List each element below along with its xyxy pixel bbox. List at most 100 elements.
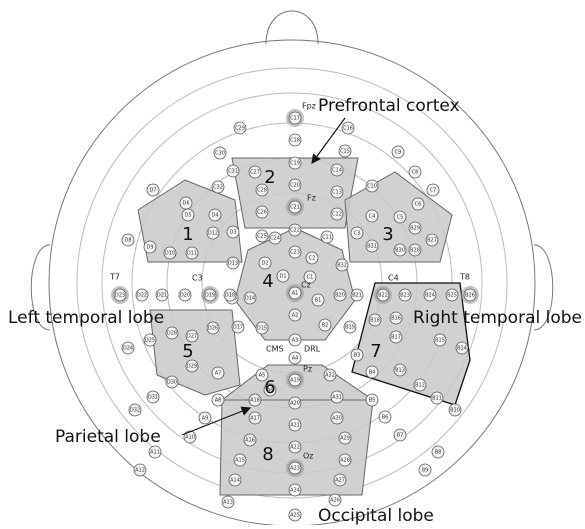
electrode bbox=[330, 411, 344, 425]
electrode-label: C5 bbox=[397, 215, 404, 221]
electrode-label: B29 bbox=[410, 226, 420, 232]
electrode-label: B11 bbox=[432, 396, 442, 402]
electrode-label: D5 bbox=[184, 213, 191, 219]
electrode-label: A30 bbox=[332, 416, 342, 422]
electrode-label: B10 bbox=[450, 408, 460, 414]
electrode bbox=[288, 223, 302, 237]
electrode bbox=[226, 225, 240, 239]
electrode-label: C22 bbox=[290, 228, 300, 234]
electrode bbox=[365, 179, 379, 193]
landmark-label: CMS bbox=[266, 345, 284, 354]
electrode-label: C3 bbox=[354, 231, 361, 237]
electrode-label: A25 bbox=[290, 513, 300, 519]
electrode-label: A16 bbox=[245, 438, 255, 444]
electrode-label: B4 bbox=[369, 370, 376, 376]
electrode-label: B26 bbox=[465, 293, 475, 299]
region-number: 7 bbox=[370, 341, 381, 362]
electrode-label: C15 bbox=[340, 149, 350, 155]
electrode-label: C26 bbox=[257, 210, 267, 216]
electrode bbox=[183, 430, 197, 444]
electrode-label: B22 bbox=[378, 293, 388, 299]
electrode bbox=[398, 288, 412, 302]
label: Left temporal lobe bbox=[8, 308, 164, 328]
electrode bbox=[128, 403, 142, 417]
electrode bbox=[288, 333, 302, 347]
electrode bbox=[378, 410, 392, 424]
electrode bbox=[350, 226, 364, 240]
electrode bbox=[389, 330, 403, 344]
label: Occipital lobe bbox=[318, 506, 434, 525]
electrode bbox=[350, 288, 364, 302]
electrode bbox=[430, 391, 444, 405]
electrode-label: D15 bbox=[257, 326, 267, 332]
electrode-label: A11 bbox=[150, 450, 160, 456]
electrode bbox=[143, 333, 157, 347]
region-number: 5 bbox=[182, 341, 193, 362]
electrode bbox=[365, 365, 379, 379]
electrode bbox=[463, 288, 477, 302]
electrode-label: A26 bbox=[330, 498, 340, 504]
electrode-label: C10 bbox=[367, 184, 377, 190]
electrode-label: B12 bbox=[415, 383, 425, 389]
electrode-label: D11 bbox=[187, 251, 197, 257]
electrode-label: C7 bbox=[430, 188, 437, 194]
electrode-label: A4 bbox=[292, 356, 299, 362]
electrode-label: A23 bbox=[290, 466, 300, 472]
electrode bbox=[255, 321, 269, 335]
electrode-label: B17 bbox=[391, 335, 401, 341]
electrode-label: D8 bbox=[124, 238, 131, 244]
electrode-label: A32 bbox=[325, 373, 335, 379]
electrode bbox=[121, 233, 135, 247]
landmark-label: Oz bbox=[303, 452, 314, 461]
electrode-label: B13 bbox=[395, 368, 405, 374]
electrode bbox=[248, 165, 262, 179]
landmark-label: C4 bbox=[388, 274, 399, 283]
electrode bbox=[135, 288, 149, 302]
electrode bbox=[328, 493, 342, 507]
electrode-label: D14 bbox=[245, 296, 255, 302]
electrode-label: A2 bbox=[292, 313, 299, 319]
label: Right temporal lobe bbox=[413, 308, 582, 328]
electrode bbox=[203, 288, 217, 302]
electrode-label: D7 bbox=[149, 188, 156, 194]
region-number: 2 bbox=[264, 167, 275, 188]
electrode-label: B19 bbox=[345, 325, 355, 331]
electrode-label: D1 bbox=[279, 274, 286, 280]
electrode bbox=[208, 208, 222, 222]
electrode-label: C27 bbox=[250, 170, 260, 176]
electrode-label: D27 bbox=[187, 334, 197, 340]
label: Parietal lobe bbox=[55, 427, 161, 447]
electrode bbox=[243, 433, 257, 447]
electrode-label: A17 bbox=[250, 416, 260, 422]
electrode bbox=[255, 368, 269, 382]
electrode bbox=[330, 185, 344, 199]
landmark-label: Pz bbox=[303, 365, 312, 374]
electrode-label: B3 bbox=[354, 353, 361, 359]
electrode-label: A29 bbox=[340, 436, 350, 442]
electrode bbox=[425, 233, 439, 247]
electrode bbox=[223, 288, 237, 302]
electrode-label: B25 bbox=[447, 293, 457, 299]
electrode bbox=[368, 313, 382, 327]
electrode-label: A5 bbox=[259, 373, 266, 379]
electrode bbox=[288, 508, 302, 522]
electrode-label: C11 bbox=[322, 235, 332, 241]
electrode bbox=[318, 318, 332, 332]
electrode bbox=[365, 209, 379, 223]
electrode bbox=[305, 251, 319, 265]
electrode bbox=[211, 393, 225, 407]
electrode bbox=[206, 321, 220, 335]
electrode-label: D31 bbox=[148, 395, 158, 401]
electrode bbox=[233, 453, 247, 467]
landmark-label: T7 bbox=[109, 273, 120, 282]
electrode-label: C28 bbox=[257, 188, 267, 194]
electrode-label: A14 bbox=[230, 478, 240, 484]
electrode bbox=[248, 393, 262, 407]
electrode bbox=[243, 291, 257, 305]
electrode-label: C12 bbox=[332, 212, 342, 218]
electrode bbox=[376, 288, 390, 302]
electrode-label: C17 bbox=[290, 116, 300, 122]
electrode bbox=[288, 178, 302, 192]
electrode-label: A7 bbox=[215, 371, 222, 377]
electrode-label: B18 bbox=[370, 318, 380, 324]
